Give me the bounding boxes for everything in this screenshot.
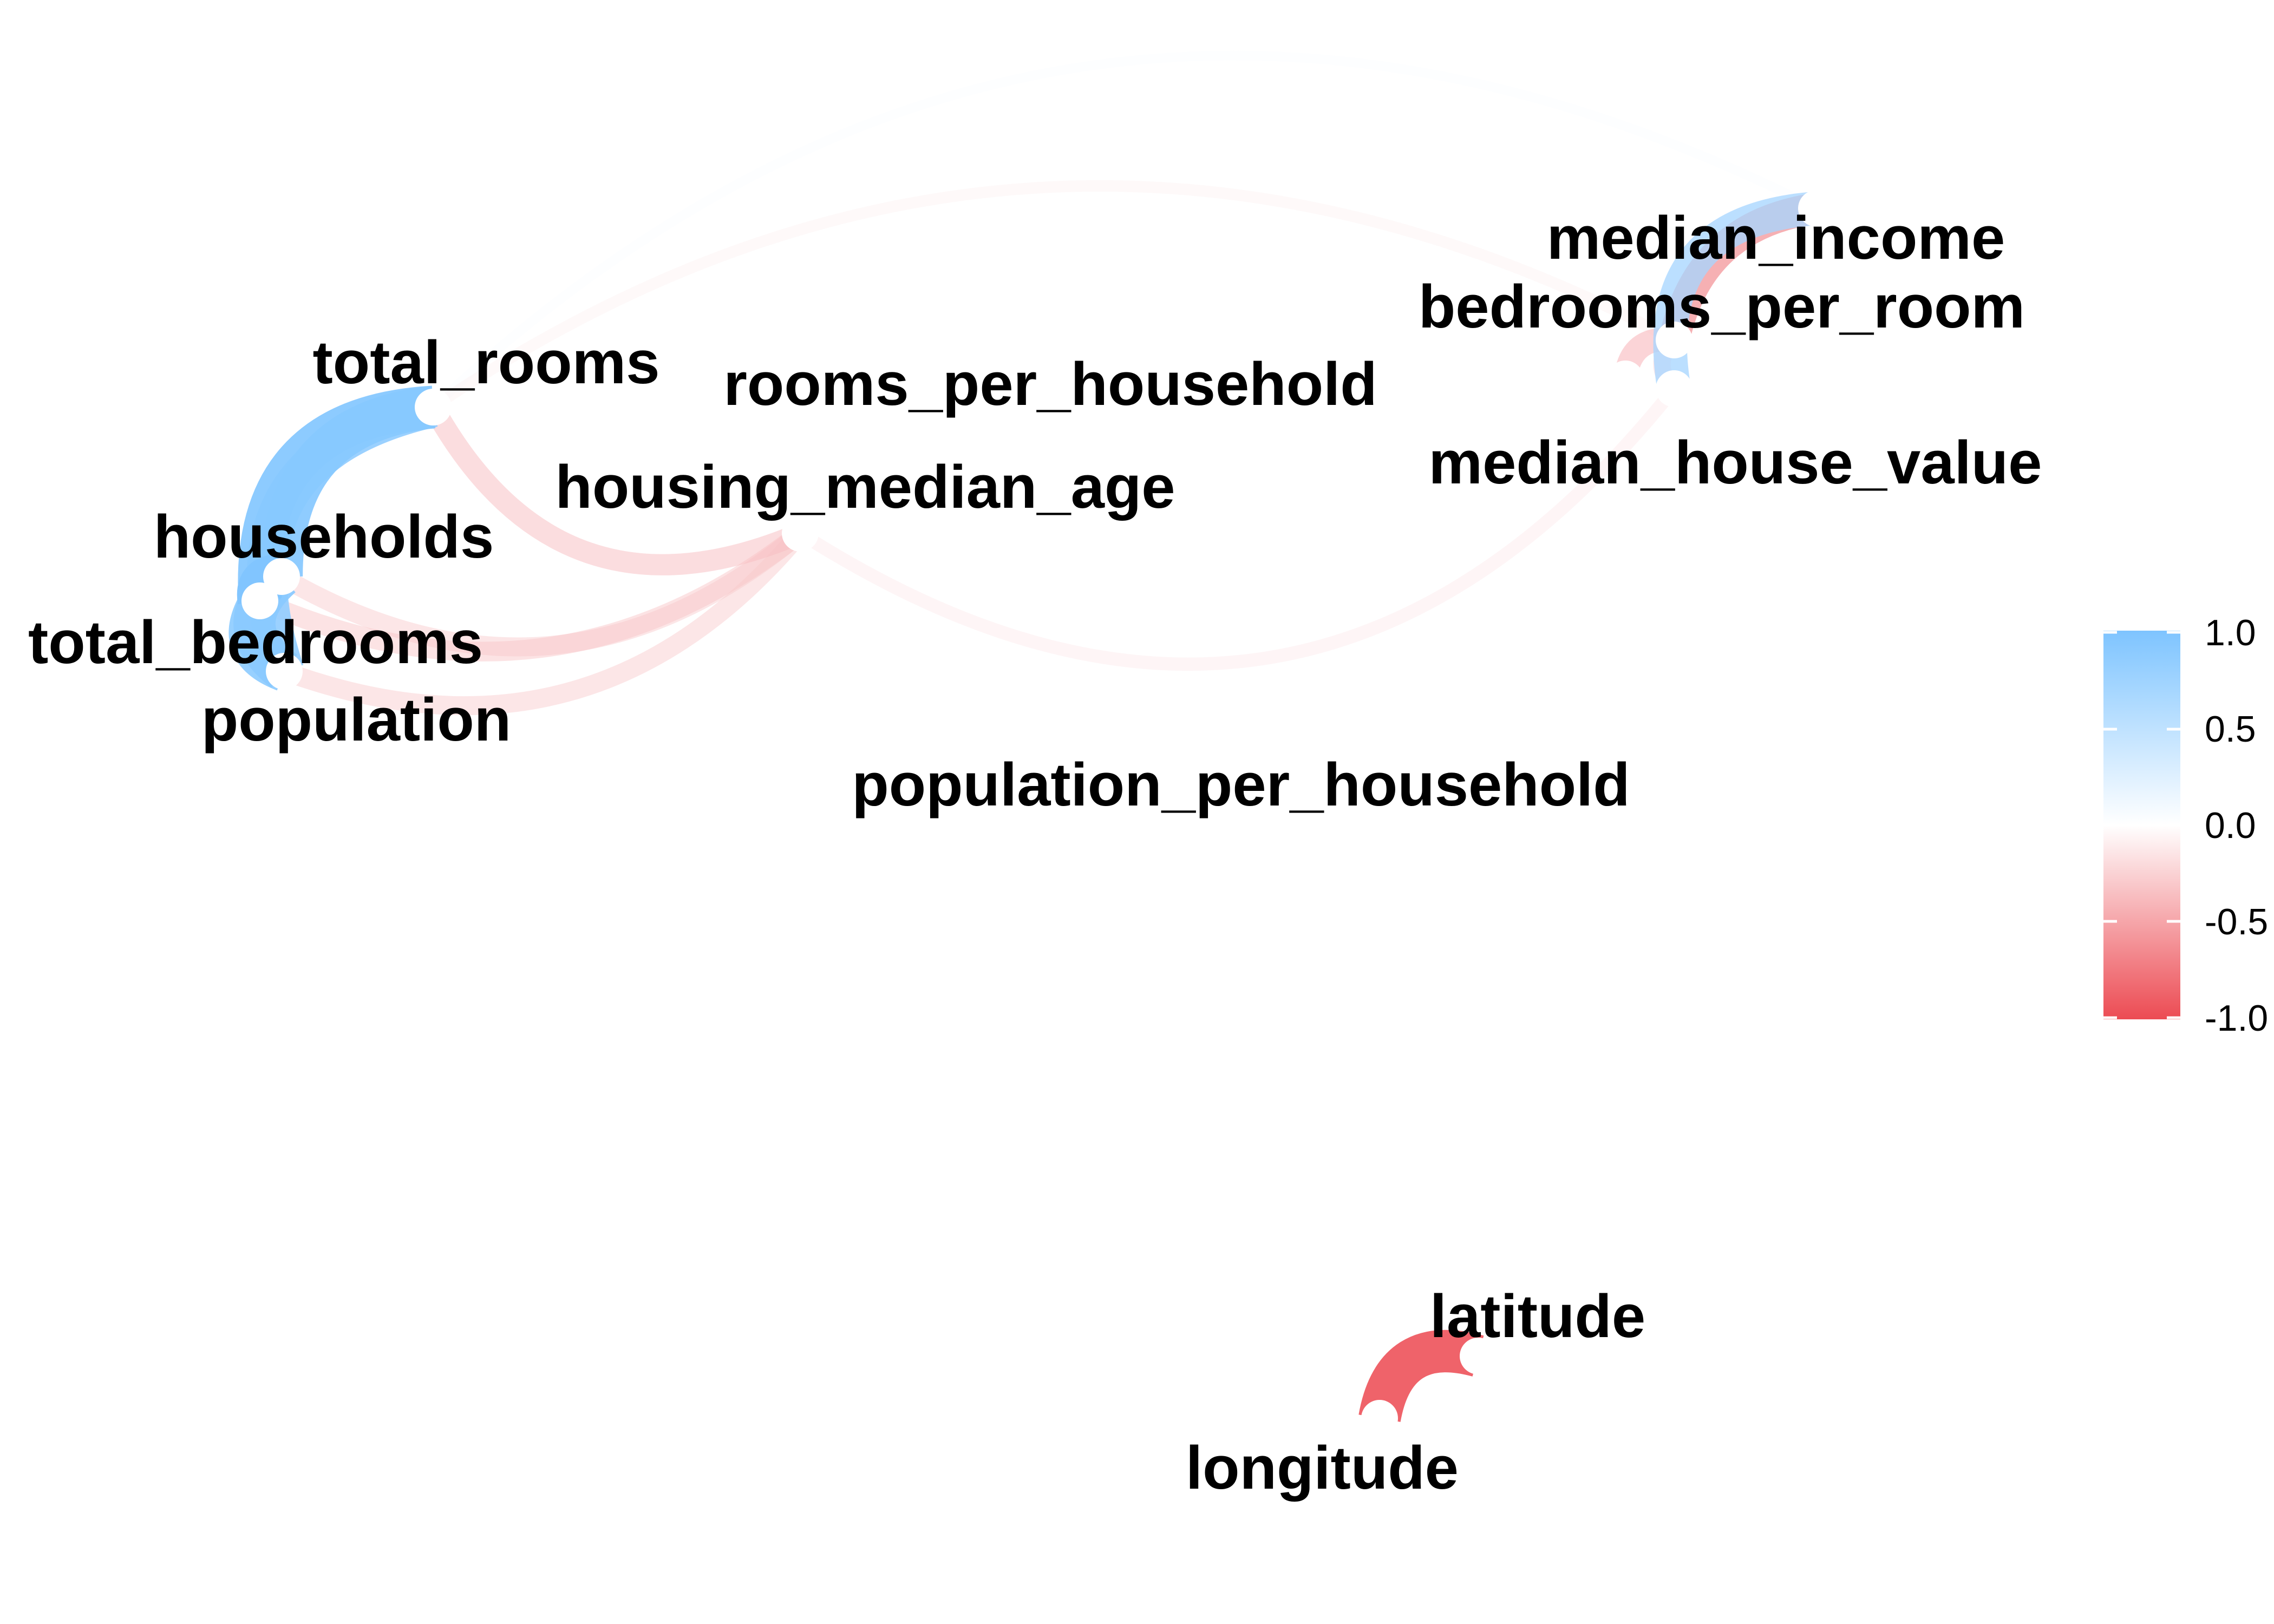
legend-tick-label: -0.5 bbox=[2205, 901, 2268, 942]
node-label-housing-median-age: housing_median_age bbox=[555, 453, 1175, 521]
node-dot-rooms_per_household bbox=[1607, 361, 1644, 397]
legend-tick-label: 0.5 bbox=[2205, 709, 2256, 750]
legend-tick-label: 0.0 bbox=[2205, 805, 2256, 846]
node-label-bedrooms-per-room: bedrooms_per_room bbox=[1419, 273, 2025, 340]
color-legend: 1.0 0.5 0.0 -0.5 -1.0 bbox=[2103, 612, 2268, 1039]
node-label-population: population bbox=[201, 686, 511, 754]
node-label-population-per-household: population_per_household bbox=[852, 751, 1630, 818]
node-dot-longitude bbox=[1361, 1400, 1398, 1437]
node-label-rooms-per-household: rooms_per_household bbox=[723, 350, 1377, 418]
node-label-median-house-value: median_house_value bbox=[1429, 429, 2042, 496]
node-label-total-rooms: total_rooms bbox=[313, 329, 660, 396]
node-label-median-income: median_income bbox=[1547, 204, 2005, 272]
node-label-latitude: latitude bbox=[1430, 1282, 1645, 1350]
node-label-longitude: longitude bbox=[1186, 1434, 1459, 1502]
legend-tick-label: 1.0 bbox=[2205, 612, 2256, 653]
node-label-households: households bbox=[154, 503, 494, 571]
legend-tick-label: -1.0 bbox=[2205, 998, 2268, 1039]
node-label-total-bedrooms: total_bedrooms bbox=[28, 608, 483, 676]
node-labels: median_income bedrooms_per_room total_ro… bbox=[28, 204, 2042, 1502]
node-dot-median_house_value bbox=[1656, 370, 1693, 407]
